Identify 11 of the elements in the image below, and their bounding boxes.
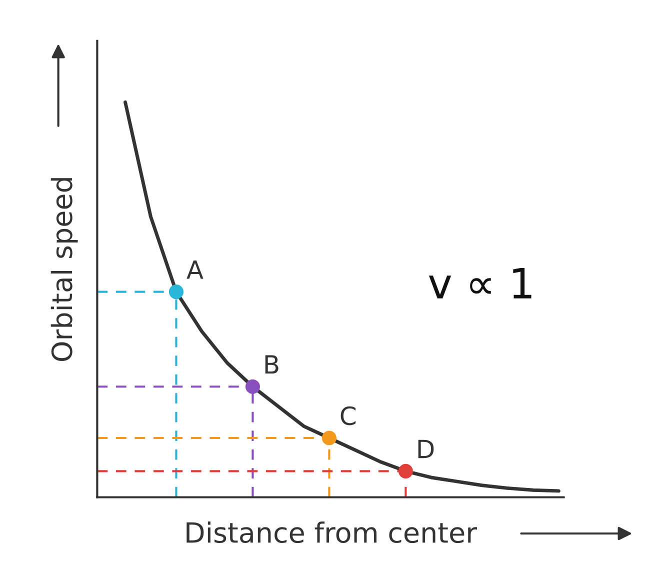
point xyxy=(398,464,413,478)
point xyxy=(322,430,336,446)
point xyxy=(245,379,260,394)
annotation: v ∝ 1 xyxy=(428,268,532,298)
annotation: C xyxy=(340,406,356,426)
y-axis-title: Orbital speed xyxy=(50,178,78,362)
point xyxy=(168,284,184,300)
annotation: B xyxy=(265,355,278,374)
x-axis-title: Distance from center xyxy=(186,522,478,544)
annotation: D xyxy=(418,440,434,458)
annotation: A xyxy=(186,260,204,279)
